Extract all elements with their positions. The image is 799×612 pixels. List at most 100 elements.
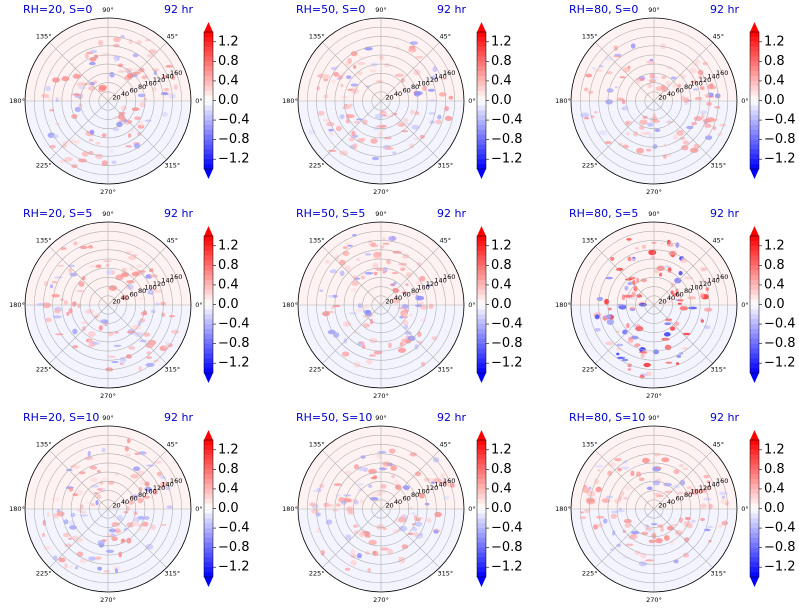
colorbar-extend-max xyxy=(204,226,213,236)
anomaly-patch xyxy=(676,129,684,136)
anomaly-patch xyxy=(699,488,707,493)
colorbar-level xyxy=(477,314,486,320)
colorbar-level xyxy=(204,557,213,563)
anomaly-patch xyxy=(617,97,624,102)
colorbar-level xyxy=(204,255,213,261)
colorbar-level xyxy=(204,353,213,359)
anomaly-patch xyxy=(642,457,650,464)
colorbar-level xyxy=(477,129,486,136)
colorbar-level xyxy=(750,80,759,87)
colorbar-tick-label: 0.8 xyxy=(218,258,239,273)
polar-frame xyxy=(24,425,192,593)
anomaly-patch xyxy=(625,543,634,547)
anomaly-patch xyxy=(390,283,394,286)
radial-tick-label: 40 xyxy=(121,498,129,506)
anomaly-patch xyxy=(601,498,611,503)
colorbar-level xyxy=(477,454,486,460)
anomaly-patch xyxy=(333,72,339,77)
angle-tick-label: 270° xyxy=(100,392,116,400)
anomaly-patch xyxy=(390,465,398,471)
colorbar-level xyxy=(750,358,759,364)
anomaly-patch xyxy=(606,319,615,325)
anomaly-patch xyxy=(140,479,145,485)
angular-gridline xyxy=(49,42,109,102)
anomaly-patch xyxy=(715,93,721,99)
colorbar-level xyxy=(750,484,759,490)
colorbar-level xyxy=(477,513,486,519)
radial-tick-label: 140 xyxy=(707,72,719,80)
anomaly-patch xyxy=(594,314,600,320)
colorbar-level xyxy=(750,284,759,291)
radial-tick-label: 100 xyxy=(417,79,429,87)
anomaly-patch xyxy=(403,485,410,490)
anomaly-patch xyxy=(438,92,447,97)
anomaly-patch xyxy=(641,244,646,249)
anomaly-patch xyxy=(607,462,617,468)
colorbar: 1.2 0.8 0.4 0.0 −0.4 −0.8 −1.2 xyxy=(749,430,796,587)
anomaly-patch xyxy=(114,57,118,63)
anomaly-patch xyxy=(605,71,613,75)
colorbar-level xyxy=(204,363,213,369)
colorbar-tick-label: 0.4 xyxy=(764,277,785,292)
colorbar-level xyxy=(477,115,486,121)
anomaly-patch xyxy=(76,551,84,557)
anomaly-patch xyxy=(679,306,689,311)
anomaly-patch xyxy=(641,531,649,536)
anomaly-patch xyxy=(64,563,68,569)
radial-tick-label: 20 xyxy=(112,298,120,306)
colorbar-level xyxy=(477,95,486,101)
angle-tick-label: 0° xyxy=(741,301,748,309)
anomaly-patch xyxy=(594,478,600,485)
anomaly-patch xyxy=(49,284,54,289)
anomaly-patch xyxy=(121,267,127,273)
anomaly-patch xyxy=(388,342,392,349)
colorbar-level xyxy=(477,71,486,77)
anomaly-patch xyxy=(687,296,697,300)
radial-tick-label: 60 xyxy=(129,86,137,94)
anomaly-patch xyxy=(636,471,642,477)
colorbar-level xyxy=(204,572,213,578)
colorbar-tick-label: 0.0 xyxy=(218,501,239,516)
polar-frame xyxy=(297,221,465,389)
anomaly-patch xyxy=(161,312,166,318)
anomaly-patch xyxy=(444,495,450,501)
anomaly-patch xyxy=(136,40,142,45)
anomaly-patch xyxy=(78,86,87,90)
anomaly-patch xyxy=(677,491,684,495)
anomaly-patch xyxy=(678,463,684,468)
anomaly-patch xyxy=(330,306,335,310)
colorbar-level xyxy=(204,105,213,111)
anomaly-patch xyxy=(354,499,359,505)
anomaly-patch xyxy=(612,530,616,536)
colorbar-extend-min xyxy=(477,373,486,383)
anomaly-patch xyxy=(433,529,439,534)
colorbar-level xyxy=(477,46,486,52)
colorbar-tick-label: −1.2 xyxy=(218,152,250,167)
anomaly-patch xyxy=(351,288,357,293)
anomaly-patch xyxy=(720,498,729,504)
anomaly-patch xyxy=(649,73,655,79)
colorbar-tick-label: 1.2 xyxy=(218,238,239,253)
angle-tick-label: 135° xyxy=(36,237,52,245)
anomaly-patch xyxy=(76,81,86,87)
anomaly-patch xyxy=(76,290,86,293)
anomaly-patch xyxy=(160,92,169,96)
colorbar-level xyxy=(477,51,486,57)
anomaly-patch xyxy=(580,112,590,118)
colorbar: 1.2 0.8 0.4 0.0 −0.4 −0.8 −1.2 xyxy=(749,226,796,383)
panel-title-left: RH=20, S=10 xyxy=(23,411,99,424)
colorbar-tick-label: −0.4 xyxy=(218,113,250,128)
colorbar-level xyxy=(750,120,759,126)
anomaly-patch xyxy=(622,329,628,335)
radial-tick-label: 60 xyxy=(402,494,410,502)
colorbar-level xyxy=(750,353,759,359)
anomaly-patch xyxy=(351,280,359,286)
anomaly-patch xyxy=(383,527,387,531)
anomaly-patch xyxy=(126,505,130,512)
colorbar-tick-label: −0.4 xyxy=(764,113,796,128)
angular-gridline xyxy=(380,450,440,510)
anomaly-patch xyxy=(93,492,99,495)
radial-tick-label: 100 xyxy=(144,79,156,87)
anomaly-patch xyxy=(137,320,142,326)
anomaly-patch xyxy=(695,59,700,64)
